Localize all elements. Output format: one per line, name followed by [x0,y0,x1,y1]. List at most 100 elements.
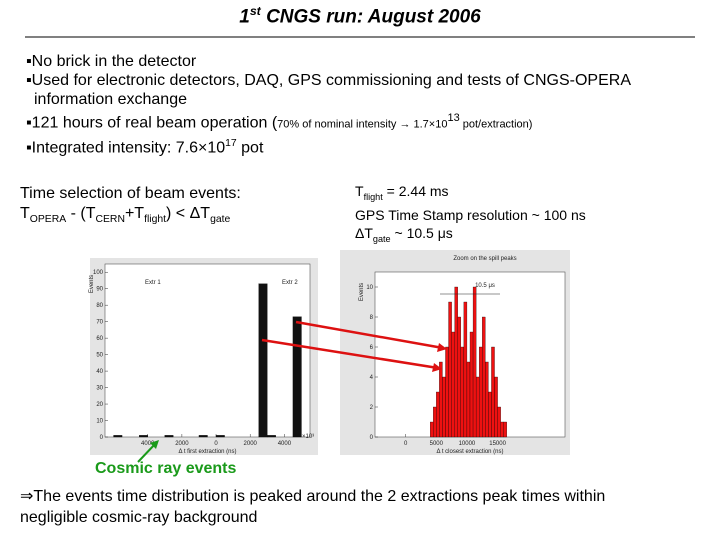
text-run: 13 [447,112,460,124]
text-run: CERN [95,214,125,226]
text-run: OPERA [29,214,67,226]
y-tick-label: 90 [96,287,103,293]
histogram-bar [469,331,474,438]
y-tick-label: 2 [370,405,374,411]
histogram-bar [292,316,302,438]
text-line: Time selection of beam events: [20,184,241,204]
slide-title: 1st CNGS run: August 2006 [0,4,720,28]
histogram-bar [442,376,446,438]
text-run: flight [144,214,167,226]
y-tick-label: 100 [93,270,104,276]
x-tick-label: 15000 [489,441,506,447]
bullet: ▪121 hours of real beam operation (70% o… [26,112,533,132]
bullet: ▪No brick in the detector [26,53,197,70]
text-run: gate [210,214,231,226]
text-run: ~ 10.5 μs [390,224,453,241]
text-line: ΔTgate ~ 10.5 μs [355,224,586,248]
arrowhead [150,440,159,449]
y-axis-label: Events [359,283,365,301]
x-tick-label: 2000 [244,441,258,447]
text-run: CNGS run: August 2006 [260,6,481,28]
histogram-bar [494,376,498,438]
histogram-bar [454,286,458,438]
x-axis-label: Δ t first extraction (ns) [178,449,236,455]
text-run: GPS Time Stamp resolution ~ 100 ns [355,206,586,223]
histogram-bar [198,435,208,438]
x-tick-label: 10000 [459,441,476,447]
y-tick-label: 0 [370,435,374,441]
bullet-list: ▪No brick in the detector ▪Used for elect… [22,52,712,158]
histogram-bar [113,435,123,438]
y-tick-label: 20 [96,402,103,408]
x-tick-label: 0 [404,441,408,447]
histogram-bar [436,391,440,438]
arrowhead [432,363,442,372]
histogram-bar [482,316,486,438]
text-run: - (T [66,205,96,222]
selection-text: Time selection of beam events: TOPERA - (… [20,184,241,230]
histogram-bar [451,331,455,438]
histogram-bar [267,435,276,438]
histogram-bar [488,391,492,438]
text-run: No brick in the detector [31,53,197,70]
text-run: T [20,205,30,222]
histogram-bar [466,361,471,438]
text-run: 121 hours of real beam operation ( [31,114,278,132]
histogram-bar [485,361,489,438]
text-run: gate [372,233,391,244]
histogram-bar [475,376,480,438]
annotation: Extr 2 [282,280,298,286]
text-run: 1 [239,6,250,28]
timing-text: Tflight = 2.44 ms GPS Time Stamp resoluti… [355,182,586,248]
text-run: 70% of nominal intensity → 1.7×10 [277,118,448,131]
text-line: TOPERA - (TCERN+Tflight) < ΔTgate [20,204,241,230]
histogram-bar [439,361,443,438]
y-tick-label: 70 [96,320,103,326]
x-tick-label: 4000 [141,441,155,447]
text-run: Time selection of beam events: [20,185,241,202]
histogram-bar [445,346,449,438]
histogram-bar [500,421,504,438]
y-tick-label: 40 [96,369,103,375]
y-tick-label: 10 [366,285,373,291]
y-axis-label: Events [89,275,95,293]
bullet: ▪Integrated intensity: 7.6×1017 pot [26,138,264,157]
text-run: flight [363,191,383,202]
histogram-bar [479,346,483,438]
x-tick-label: 0 [214,441,218,447]
conclusion: ⇒The events time distribution is peaked … [20,488,606,526]
y-tick-label: 60 [96,336,103,342]
annotation: 10.5 μs [475,283,495,289]
histogram-bar [430,421,434,438]
y-tick-label: 10 [96,419,103,425]
x-tick-label: 2000 [175,441,189,447]
x-tick-label: 5000 [430,441,444,447]
chart-title: Zoom on the spill peaks [453,256,516,262]
y-tick-label: 0 [100,435,104,441]
text-line: GPS Time Stamp resolution ~ 100 ns [355,206,586,224]
plot-frame [104,263,311,438]
histogram-bar [457,316,461,438]
text-run: = 2.44 ms [382,183,449,199]
cosmic-label: Cosmic ray events [95,460,237,477]
red-arrow [261,338,439,370]
histogram-bar [463,301,468,438]
y-tick-label: 8 [370,315,374,321]
text-run: +T [124,205,145,222]
text-run: 17 [225,138,237,150]
red-arrow [295,320,444,350]
y-tick-label: 6 [370,345,374,351]
histogram-bar [491,346,495,438]
text-run: ) < ΔT [166,205,211,222]
text-run: st [249,4,261,18]
text-run: ΔT [355,224,373,241]
annotation: Extr 1 [145,280,161,286]
x-tick-label: 4000 [278,441,292,447]
histogram-bar [258,283,268,438]
y-tick-label: 80 [96,303,103,309]
text-run: Used for electronic detectors, DAQ, GPS … [31,72,631,108]
text-line: Tflight = 2.44 ms [355,182,586,206]
y-tick-label: 30 [96,386,103,392]
